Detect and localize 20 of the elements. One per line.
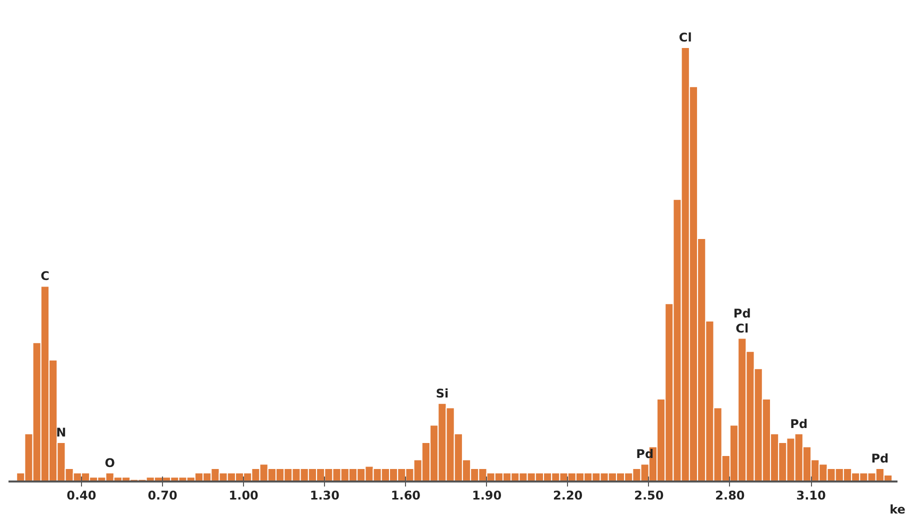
annotation: N — [56, 425, 66, 440]
x-tick-label: 0.70 — [148, 488, 178, 502]
annotation: Cl — [678, 30, 692, 45]
x-tick-label: 2.50 — [634, 488, 664, 502]
annotation: Pd — [871, 451, 889, 466]
x-tick-label: 2.20 — [553, 488, 583, 502]
x-tick-label: 3.10 — [796, 488, 826, 502]
x-tick-label: 2.80 — [715, 488, 745, 502]
x-tick-label: 1.60 — [390, 488, 421, 502]
annotation: C — [40, 269, 50, 284]
annotation: Pd — [790, 416, 808, 431]
x-axis-title: ke — [890, 502, 906, 516]
x-tick-label: 1.90 — [472, 488, 502, 502]
x-tick-label: 1.00 — [228, 488, 258, 502]
x-tick-label: 0.40 — [66, 488, 96, 502]
annotation: Si — [436, 386, 449, 400]
x-tick-label: 1.30 — [310, 488, 340, 502]
annotation: Cl — [736, 321, 749, 336]
annotation: Pd — [733, 306, 751, 320]
annotation: O — [104, 456, 115, 470]
